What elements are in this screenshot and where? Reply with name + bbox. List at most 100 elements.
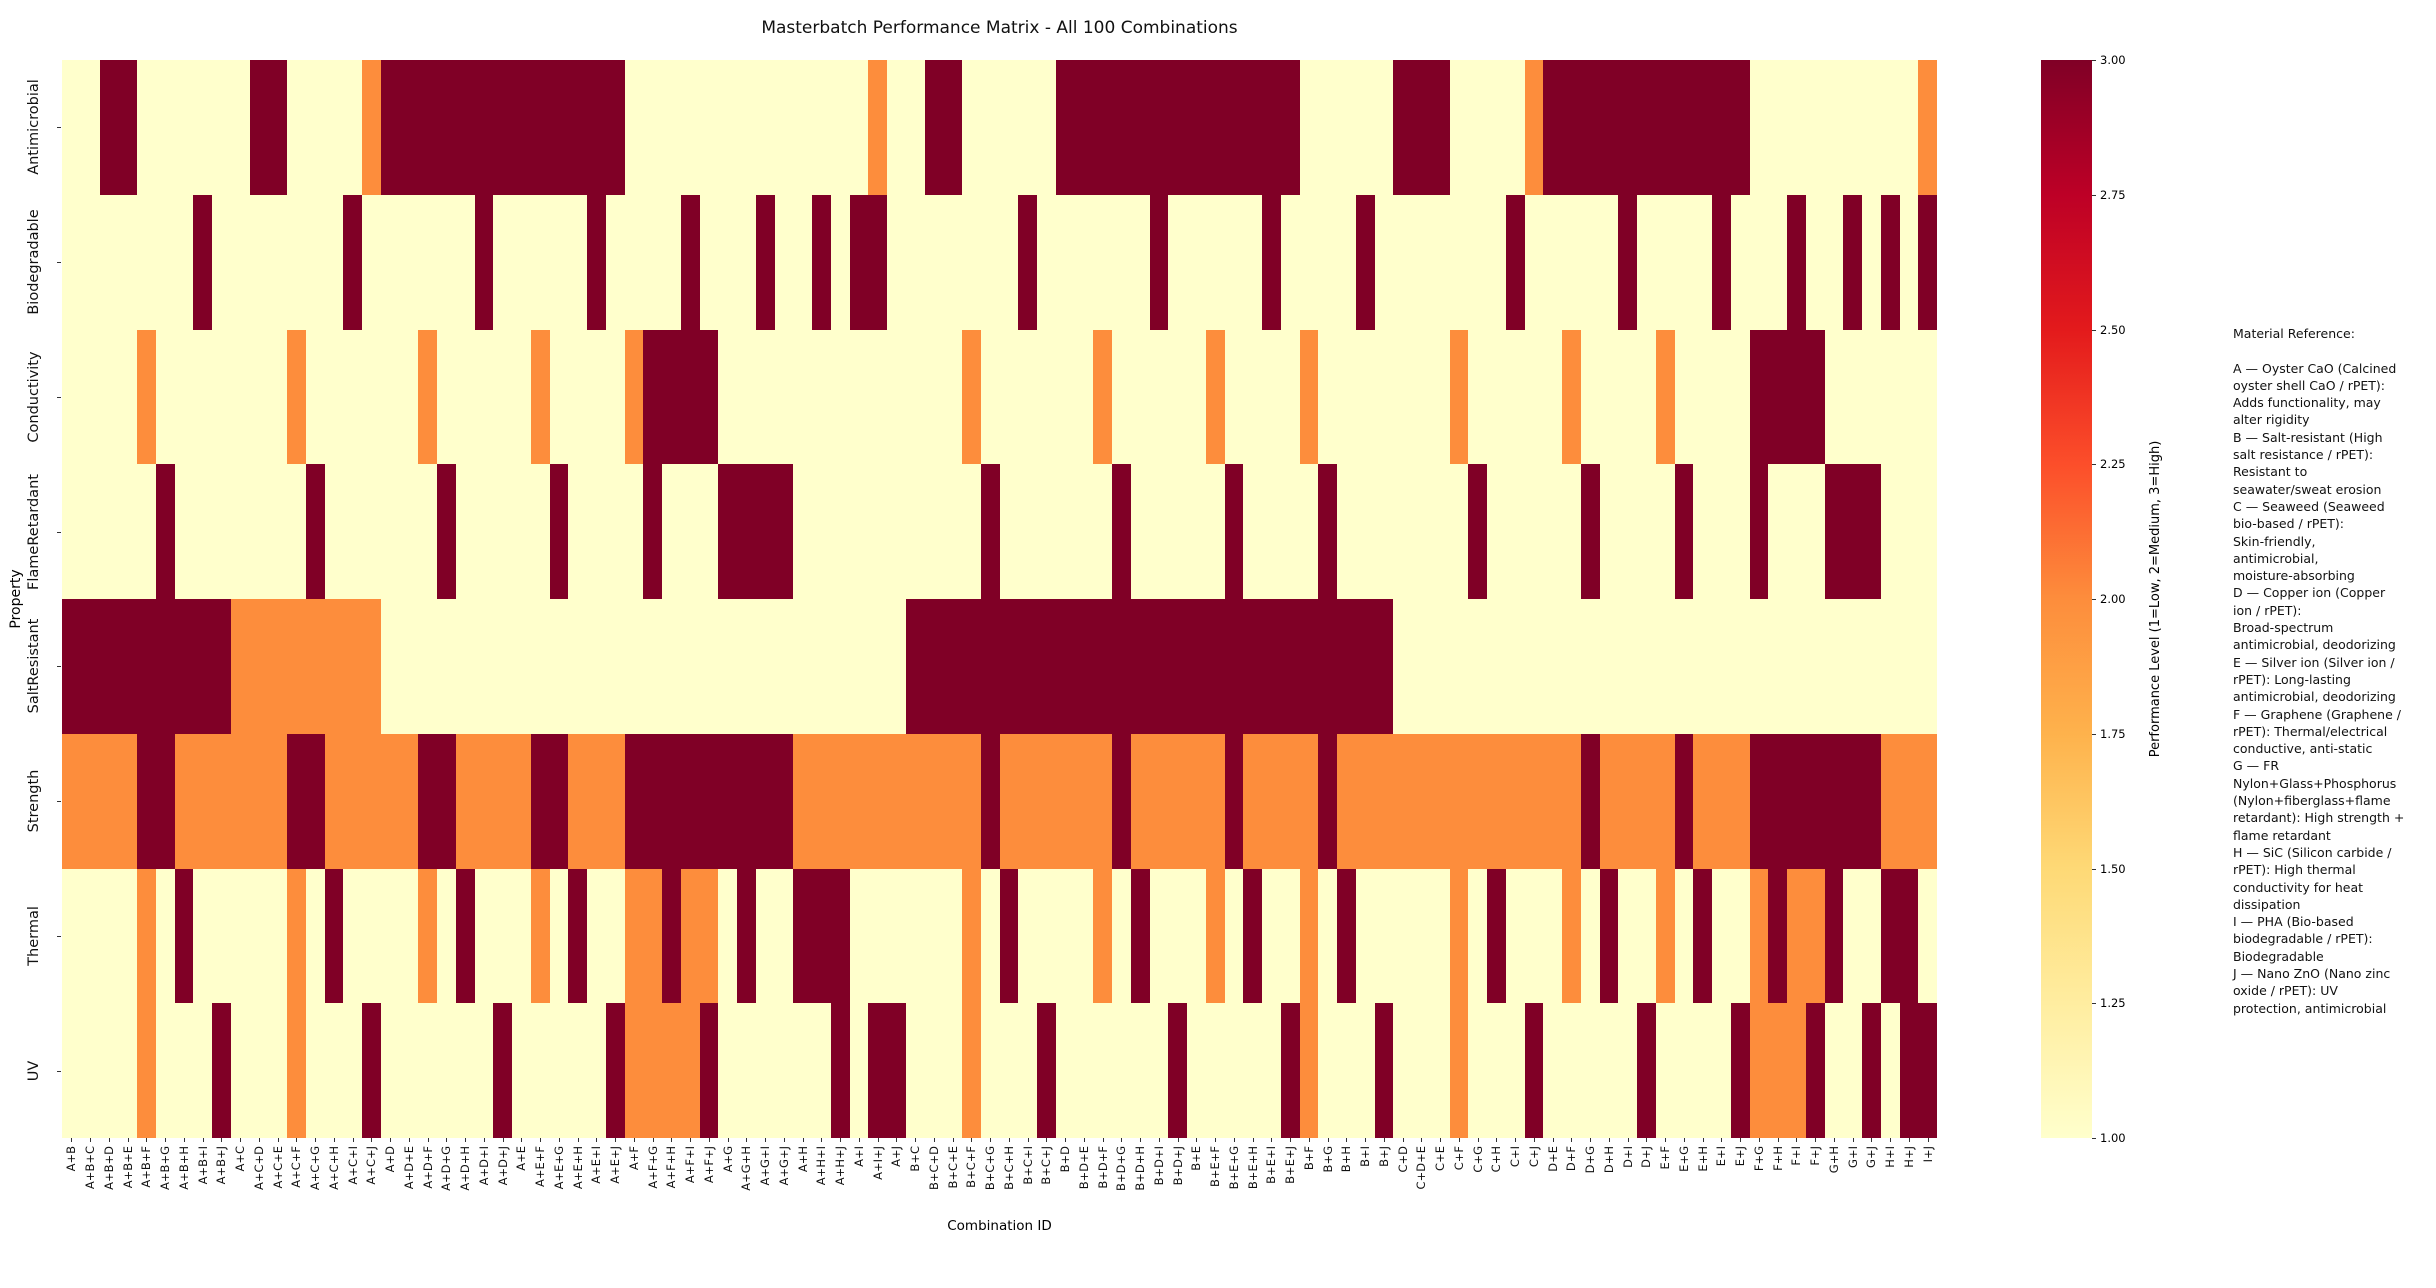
heatmap-cell	[455, 194, 475, 330]
heatmap-cell	[587, 868, 606, 1004]
heatmap-cell	[1655, 329, 1675, 465]
x-tick-mark	[1908, 1138, 1910, 1142]
heatmap-cell	[512, 733, 531, 869]
heatmap-cell	[1430, 464, 1450, 599]
heatmap-cell	[1318, 733, 1337, 869]
heatmap-cell	[1430, 599, 1450, 734]
heatmap-cell	[1037, 733, 1056, 869]
heatmap-cell	[193, 194, 212, 330]
heatmap-cell	[1712, 868, 1731, 1004]
heatmap-cell	[1112, 60, 1131, 195]
x-tick-mark	[1252, 1138, 1254, 1142]
heatmap-cell	[1205, 599, 1225, 734]
heatmap-cell	[1187, 464, 1206, 599]
heatmap-cell	[437, 1003, 456, 1138]
heatmap-cell	[1430, 194, 1450, 330]
heatmap-cell	[1355, 329, 1375, 465]
x-tick-label: B+D+F	[1095, 1146, 1110, 1189]
x-tick-label: H+J	[1901, 1146, 1916, 1168]
heatmap-cell	[737, 60, 756, 195]
reference-line: Nylon+Glass+Phosphorus	[2233, 775, 2397, 791]
heatmap-cell	[1543, 464, 1562, 599]
heatmap-cell	[455, 733, 475, 869]
heatmap-cell	[174, 329, 194, 465]
heatmap-cell	[1262, 733, 1281, 869]
x-tick-mark	[108, 1138, 110, 1142]
heatmap-cell	[99, 599, 119, 734]
heatmap-cell	[343, 1003, 362, 1138]
heatmap-cell	[1055, 464, 1075, 599]
x-tick-label: A+D	[383, 1146, 398, 1173]
heatmap-cell	[155, 464, 175, 599]
reference-line: retardant): High strength +	[2233, 810, 2405, 826]
heatmap-cell	[1074, 733, 1094, 869]
heatmap-cell	[924, 733, 944, 869]
heatmap-cell	[268, 329, 287, 465]
heatmap-cell	[662, 60, 681, 195]
x-tick-mark	[446, 1138, 448, 1142]
colorbar-tick-mark	[2092, 194, 2096, 196]
heatmap-cell	[1449, 464, 1469, 599]
x-tick-mark	[558, 1138, 560, 1142]
heatmap-cell	[1430, 868, 1450, 1004]
heatmap-cell	[455, 464, 475, 599]
heatmap-cell	[1749, 599, 1769, 734]
heatmap-cell	[1205, 733, 1225, 869]
heatmap-cell	[624, 464, 644, 599]
heatmap-cell	[343, 733, 362, 869]
heatmap-cell	[455, 60, 475, 195]
heatmap-cell	[1487, 868, 1506, 1004]
heatmap-cell	[1280, 733, 1300, 869]
heatmap-cell	[1787, 60, 1806, 195]
heatmap-cell	[1524, 464, 1544, 599]
heatmap-cell	[1093, 868, 1112, 1004]
heatmap-cell	[924, 868, 944, 1004]
heatmap-cell	[1730, 868, 1750, 1004]
heatmap-cell	[1093, 464, 1112, 599]
heatmap-cell	[512, 464, 531, 599]
heatmap-cell	[1055, 733, 1075, 869]
heatmap-cell	[1430, 733, 1450, 869]
heatmap-cell	[1637, 329, 1656, 465]
heatmap-cell	[1393, 733, 1412, 869]
heatmap-cell	[1074, 599, 1094, 734]
heatmap-cell	[1412, 60, 1431, 195]
heatmap-cell	[1805, 1003, 1825, 1138]
heatmap-cell	[305, 599, 325, 734]
heatmap-cell	[1693, 194, 1712, 330]
reference-line: Broad-spectrum	[2233, 620, 2334, 636]
heatmap-cell	[1355, 599, 1375, 734]
heatmap-cell	[774, 194, 794, 330]
heatmap-cell	[1205, 1003, 1225, 1138]
heatmap-cell	[605, 733, 625, 869]
heatmap-cell	[1112, 599, 1131, 734]
heatmap-cell	[1430, 60, 1450, 195]
heatmap-cell	[1749, 733, 1769, 869]
colorbar-tick-label: 2.00	[2100, 592, 2126, 606]
heatmap-cell	[1112, 329, 1131, 465]
heatmap-cell	[812, 733, 831, 869]
heatmap-cell	[1805, 194, 1825, 330]
heatmap-cell	[305, 194, 325, 330]
y-axis-title: Property	[8, 569, 24, 629]
heatmap-cell	[680, 733, 700, 869]
heatmap-cell	[230, 1003, 250, 1138]
heatmap-cell	[1712, 194, 1731, 330]
x-tick-mark	[146, 1138, 148, 1142]
heatmap-cell	[1712, 464, 1731, 599]
heatmap-cell	[230, 599, 250, 734]
heatmap-cell	[830, 60, 850, 195]
x-tick-label: B+C+I	[1020, 1146, 1035, 1185]
heatmap-cell	[287, 1003, 306, 1138]
heatmap-cell	[1037, 599, 1056, 734]
x-tick-label: A+H	[795, 1146, 810, 1173]
x-tick-mark	[333, 1138, 335, 1142]
x-tick-label: B+C	[908, 1146, 923, 1172]
heatmap-cell	[755, 329, 775, 465]
x-tick-mark	[952, 1138, 954, 1142]
heatmap-cell	[1468, 1003, 1487, 1138]
y-tick-mark	[57, 1070, 61, 1072]
x-tick-label: C+H	[1489, 1146, 1504, 1173]
heatmap-cell	[399, 1003, 419, 1138]
heatmap-cell	[793, 868, 812, 1004]
